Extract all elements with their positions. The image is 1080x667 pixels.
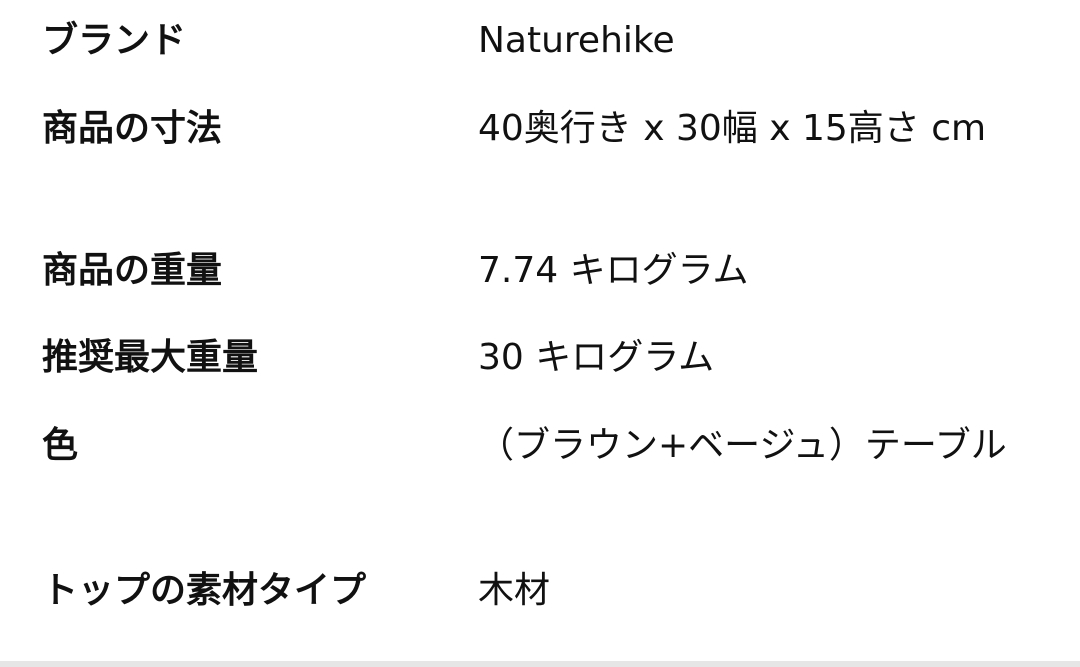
spec-value: 30 キログラム xyxy=(478,337,715,378)
spec-label: 推奨最大重量 xyxy=(42,337,259,378)
spec-label: 商品の寸法 xyxy=(42,108,223,149)
spec-value: 7.74 キログラム xyxy=(478,250,749,291)
spec-label: 商品の重量 xyxy=(42,250,223,291)
spec-value: 木材 xyxy=(478,570,551,611)
spec-value: 40奥行き x 30幅 x 15高さ cm xyxy=(478,108,987,149)
spec-label: 色 xyxy=(42,425,79,466)
spec-value: Naturehike xyxy=(478,20,675,61)
spec-label: トップの素材タイプ xyxy=(42,570,367,611)
spec-value: （ブラウン+ベージュ）テーブル xyxy=(478,425,1007,466)
spec-label: ブランド xyxy=(42,20,187,61)
divider xyxy=(0,661,1080,667)
